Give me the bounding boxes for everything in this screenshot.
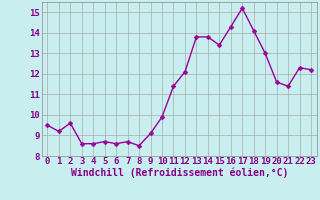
X-axis label: Windchill (Refroidissement éolien,°C): Windchill (Refroidissement éolien,°C): [70, 168, 288, 178]
